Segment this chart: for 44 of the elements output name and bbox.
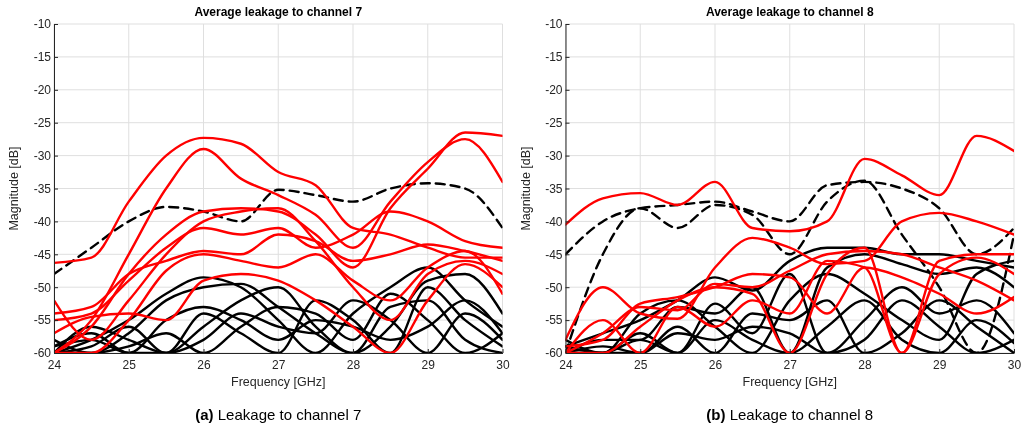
- y-axis-title: Magnitude [dB]: [7, 146, 21, 231]
- y-tick-label: -10: [33, 17, 52, 32]
- x-tick-label: 29: [421, 358, 436, 373]
- y-tick-label: -30: [33, 148, 52, 163]
- chart-title: Average leakage to channel 8: [705, 5, 874, 19]
- y-tick-label: -35: [545, 181, 563, 196]
- y-tick-label: -25: [545, 116, 563, 131]
- x-tick-label: 30: [496, 358, 510, 373]
- chart-title: Average leakage to channel 7: [194, 5, 363, 19]
- y-tick-label: -10: [545, 17, 563, 32]
- text: (a) Leakage to channel 7: [195, 406, 362, 423]
- x-tick-label: 29: [933, 358, 947, 373]
- y-tick-label: -15: [545, 50, 563, 65]
- y-axis-title: Magnitude [dB]: [518, 146, 533, 231]
- y-tick-label: -45: [33, 247, 52, 262]
- y-tick-label: -55: [33, 313, 52, 328]
- y-tick-label: -50: [33, 280, 52, 295]
- x-tick-label: 28: [858, 358, 872, 373]
- x-axis-title: Frequency [GHz]: [231, 375, 326, 389]
- y-tick-label: -15: [33, 50, 52, 65]
- x-tick-label: 27: [783, 358, 798, 373]
- y-tick-label: -35: [33, 181, 52, 196]
- x-tick-label: 24: [47, 358, 62, 373]
- x-tick-label: 30: [1007, 358, 1022, 373]
- y-tick-label: -40: [33, 214, 52, 229]
- x-tick-label: 24: [559, 358, 573, 373]
- y-tick-label: -40: [545, 214, 563, 229]
- y-tick-label: -20: [33, 83, 52, 98]
- y-tick-label: -30: [545, 148, 563, 163]
- x-tick-label: 26: [197, 358, 211, 373]
- y-tick-label: -20: [545, 83, 563, 98]
- text: (b) Leakage to channel 8: [706, 406, 874, 423]
- y-tick-label: -25: [33, 116, 52, 131]
- y-tick-label: -55: [545, 313, 563, 328]
- x-tick-label: 28: [346, 358, 361, 373]
- x-tick-label: 26: [708, 358, 723, 373]
- x-tick-label: 25: [122, 358, 137, 373]
- y-tick-label: -60: [33, 346, 52, 361]
- x-tick-label: 27: [272, 358, 286, 373]
- x-axis-title: Frequency [GHz]: [742, 375, 837, 389]
- y-tick-label: -60: [545, 346, 563, 361]
- x-tick-label: 25: [634, 358, 648, 373]
- y-tick-label: -50: [545, 280, 563, 295]
- y-tick-label: -45: [545, 247, 563, 262]
